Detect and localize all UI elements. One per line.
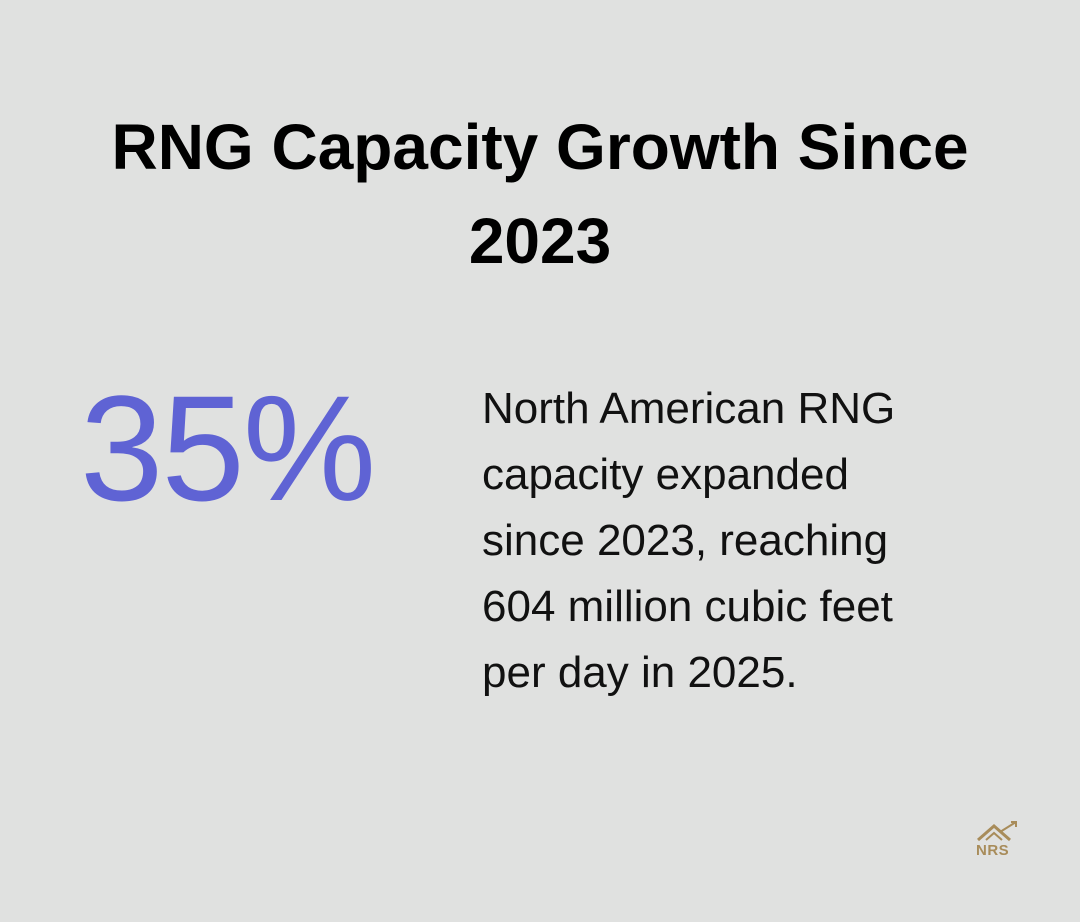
logo-icon <box>977 821 1017 842</box>
title: RNG Capacity Growth Since 2023 <box>111 111 969 277</box>
logo-text: NRS <box>976 842 1010 859</box>
description-line: since 2023, reaching <box>482 516 889 565</box>
logo-arrow <box>999 821 1017 833</box>
logo-roof <box>977 824 1011 842</box>
description-line: per day in 2025. <box>482 648 798 697</box>
description-line: North American RNG <box>482 384 896 433</box>
logo-roof-inner <box>985 831 1003 841</box>
description-line: 604 million cubic feet <box>482 582 893 631</box>
description-line: capacity expanded <box>482 450 849 499</box>
stat-value: 35% <box>80 364 376 532</box>
stat-description: North American RNG capacity expanded since… <box>482 376 895 706</box>
